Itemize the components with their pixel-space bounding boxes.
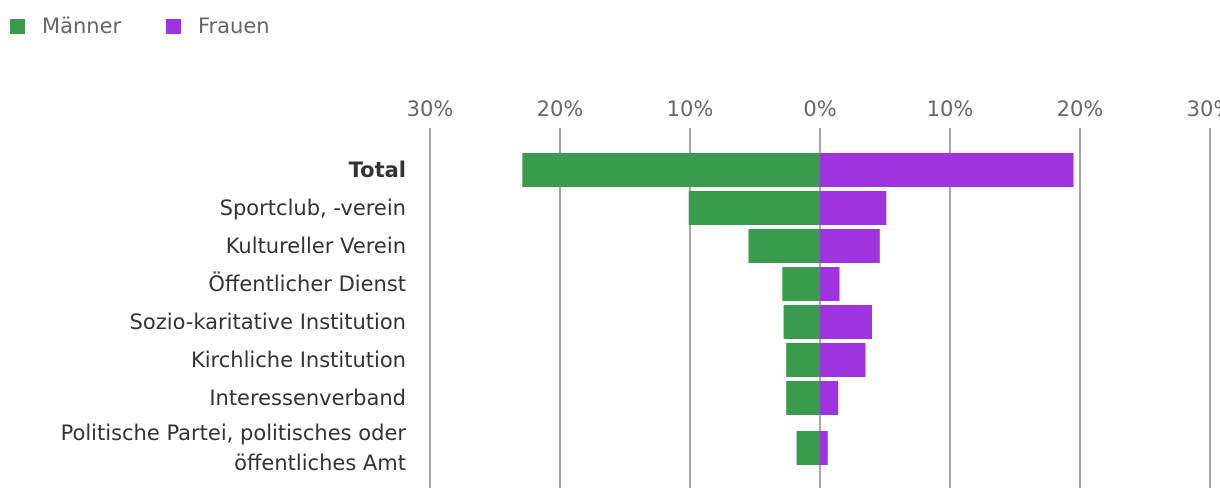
bar — [820, 153, 1074, 187]
bar — [786, 381, 820, 415]
bar — [820, 431, 828, 465]
bar — [820, 305, 872, 339]
bar — [786, 343, 820, 377]
category-label: Kirchliche Institution — [190, 348, 406, 372]
bar — [748, 229, 820, 263]
bar — [522, 153, 820, 187]
category-label: Kultureller Verein — [225, 234, 406, 258]
x-tick-label: 0% — [803, 97, 836, 121]
category-label: Sozio-karitative Institution — [129, 310, 406, 334]
bar — [820, 343, 866, 377]
bar — [820, 229, 880, 263]
x-tick-label: 30% — [407, 97, 454, 121]
bar — [783, 305, 820, 339]
bar — [820, 381, 839, 415]
bar — [796, 431, 820, 465]
category-label: Total — [348, 158, 406, 182]
x-tick-label: 10% — [667, 97, 714, 121]
bar — [820, 191, 887, 225]
category-label: Interessenverband — [209, 386, 406, 410]
bar — [688, 191, 820, 225]
category-label: Sportclub, -verein — [219, 196, 406, 220]
x-tick-label: 20% — [1057, 97, 1104, 121]
x-tick-label: 10% — [927, 97, 974, 121]
bar — [782, 267, 820, 301]
bar — [820, 267, 840, 301]
legend-label: Männer — [42, 14, 122, 38]
legend-swatch — [166, 19, 181, 34]
legend-label: Frauen — [198, 14, 270, 38]
x-tick-label: 30% — [1187, 97, 1220, 121]
x-tick-label: 20% — [537, 97, 584, 121]
legend-swatch — [10, 19, 25, 34]
category-label: Politische Partei, politisches oder öffe… — [60, 421, 406, 475]
category-label: Öffentlicher Dienst — [208, 272, 406, 296]
